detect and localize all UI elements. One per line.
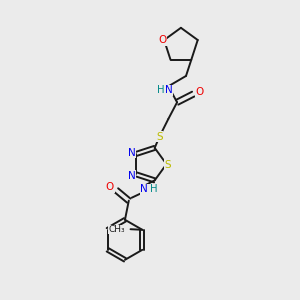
Text: O: O (196, 87, 204, 97)
Text: O: O (158, 35, 167, 45)
Text: H: H (157, 85, 164, 95)
Text: O: O (106, 182, 114, 192)
Text: N: N (128, 171, 136, 181)
Text: S: S (165, 160, 171, 170)
Text: N: N (128, 148, 136, 158)
Text: CH₃: CH₃ (108, 225, 124, 234)
Text: N: N (140, 184, 148, 194)
Text: N: N (165, 85, 172, 95)
Text: H: H (150, 184, 157, 194)
Text: S: S (156, 132, 163, 142)
